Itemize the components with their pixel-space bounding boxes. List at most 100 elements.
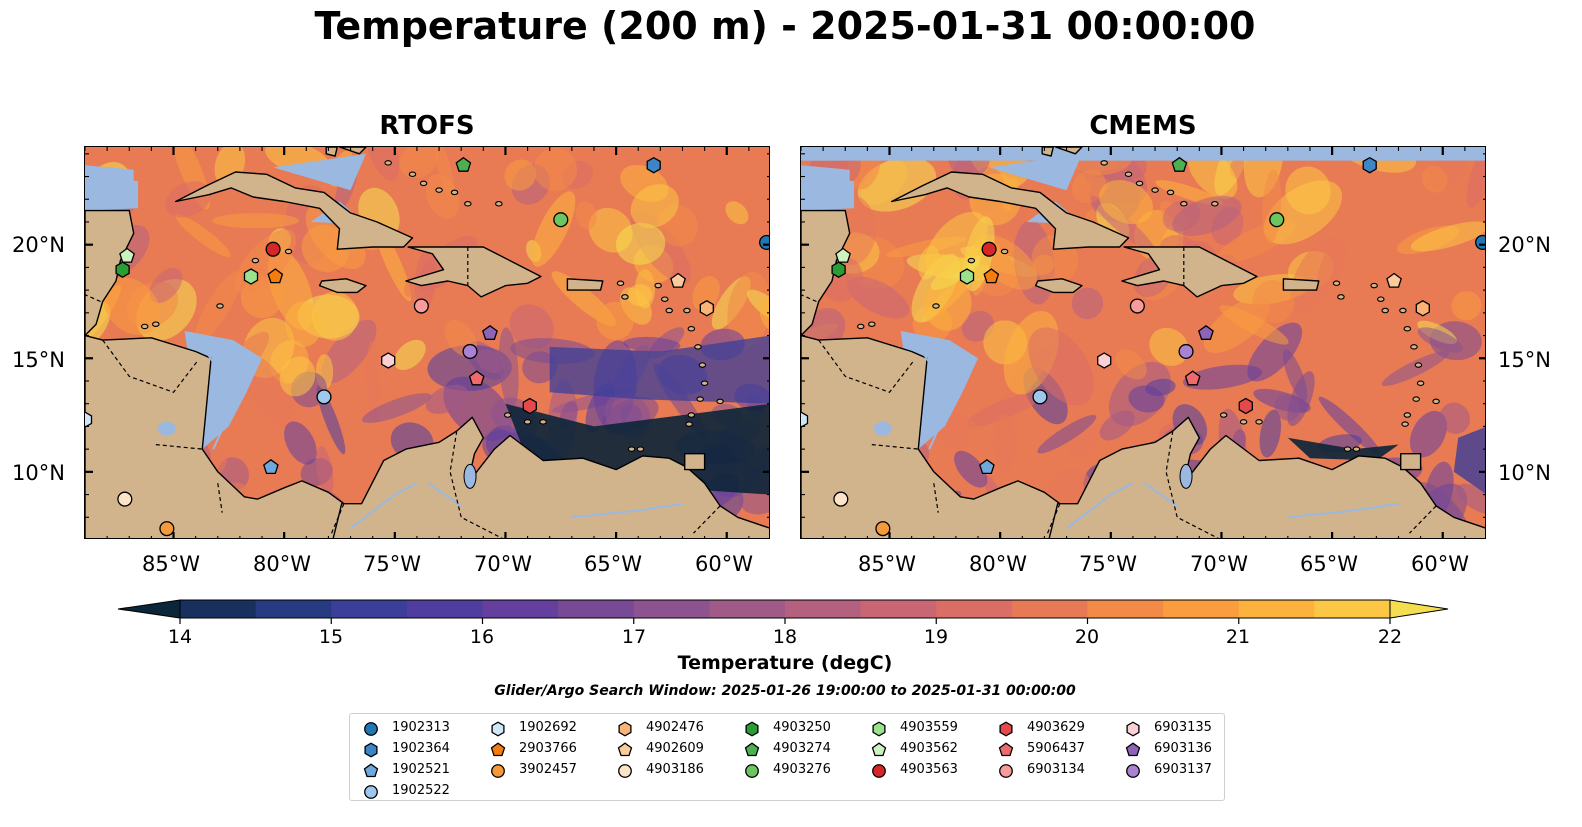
island	[1412, 396, 1420, 402]
country-border	[102, 339, 199, 394]
island	[539, 419, 547, 425]
shallow-shelf	[989, 153, 1082, 191]
island	[683, 307, 691, 314]
colorbar-segment	[180, 600, 257, 618]
island	[1377, 296, 1385, 302]
river	[194, 334, 230, 450]
colorbar-tick-label: 20	[1074, 626, 1100, 648]
legend-marker-circle-icon	[364, 722, 378, 736]
country-border	[85, 294, 101, 303]
river	[1065, 482, 1134, 530]
float-marker-4903186	[833, 491, 849, 507]
colorbar-segment	[1163, 600, 1240, 618]
legend-label: 1902522	[392, 783, 450, 798]
float-marker-3902457	[159, 521, 175, 537]
island	[1414, 362, 1423, 368]
island	[464, 201, 472, 207]
legend-marker-circle-icon	[1126, 764, 1140, 778]
colorbar-label: Temperature (degC)	[677, 652, 893, 674]
legend-marker-pentagon-icon	[998, 742, 1014, 757]
float-marker-5906437	[1184, 370, 1201, 386]
island	[698, 362, 707, 368]
float-marker-6903135	[381, 352, 396, 369]
landmass-cuba	[175, 171, 414, 250]
island	[1219, 412, 1228, 418]
map-canvas-cmems	[801, 147, 1485, 538]
island	[503, 412, 512, 418]
river	[349, 482, 418, 530]
lon-tick-label: 60°W	[695, 552, 753, 576]
country-border	[801, 294, 817, 303]
island	[408, 171, 417, 178]
legend-label: 4903276	[773, 762, 831, 777]
landmass-jamaica	[318, 278, 367, 294]
island	[694, 344, 702, 350]
island	[1403, 412, 1412, 418]
island	[419, 180, 428, 187]
legend-marker-pentagon-icon	[363, 763, 379, 778]
float-marker-4903274	[455, 156, 472, 172]
landmass-bahamas1	[325, 147, 338, 157]
float-marker-1902521	[979, 458, 995, 475]
island	[967, 257, 976, 264]
legend-marker-hexagon-icon	[618, 721, 632, 737]
lon-tick-label: 65°W	[1300, 552, 1358, 576]
shallow-shelf	[273, 153, 366, 191]
island	[1180, 201, 1188, 207]
float-marker-4903559	[243, 268, 259, 285]
island	[1100, 160, 1108, 166]
landmass-trinidad	[684, 453, 706, 471]
search-window-caption: Glider/Argo Search Window: 2025-01-26 19…	[494, 683, 1076, 699]
float-marker-6903136	[1198, 324, 1214, 340]
float-marker-4902476	[1415, 300, 1430, 317]
lat-tick-label: 20°N	[12, 233, 65, 257]
legend-label: 1902692	[519, 720, 577, 735]
island	[1410, 344, 1418, 350]
legend-label: 4903562	[900, 741, 958, 756]
landmass-puertorico	[1282, 278, 1320, 291]
river	[1287, 502, 1399, 519]
island	[1211, 201, 1219, 207]
map-canvas-rtofs	[85, 147, 769, 538]
island	[1166, 189, 1175, 196]
island	[856, 323, 865, 330]
island	[654, 282, 662, 289]
island	[523, 419, 532, 425]
island	[1239, 419, 1248, 425]
country-border	[1046, 503, 1061, 536]
landmass-puertorico	[566, 278, 604, 291]
float-marker-4902609	[1386, 272, 1402, 288]
colorbar-segment	[709, 600, 786, 618]
island	[696, 396, 704, 402]
legend-label: 1902313	[392, 720, 450, 735]
country-border	[933, 483, 939, 513]
landmass-cuba	[891, 171, 1130, 250]
float-marker-2903766	[983, 268, 1000, 284]
landmass-bahamas2	[338, 147, 367, 155]
float-marker-4903563	[265, 241, 281, 257]
legend-marker-hexagon-icon	[745, 721, 759, 737]
lon-tick-label: 70°W	[1190, 552, 1248, 576]
float-marker-4903274	[1171, 156, 1188, 172]
island	[1352, 446, 1361, 452]
legend-label: 6903136	[1154, 741, 1212, 756]
colorbar-segment	[785, 600, 862, 618]
float-marker-4902476	[699, 300, 714, 317]
panel-title-cmems: CMEMS	[1089, 111, 1197, 141]
legend-marker-circle-icon	[364, 785, 378, 799]
map-panel-rtofs	[84, 146, 770, 539]
island	[1000, 248, 1009, 255]
island	[450, 189, 459, 196]
legend-marker-hexagon-icon	[999, 721, 1013, 737]
legend-marker-pentagon-icon	[1125, 742, 1141, 757]
island	[1332, 280, 1341, 287]
lake-nicaragua	[873, 421, 892, 436]
legend-label: 6903134	[1027, 762, 1085, 777]
legend-label: 4903274	[773, 741, 831, 756]
float-marker-6903136	[482, 324, 498, 340]
float-marker-2903766	[267, 268, 284, 284]
landmass-bahamas2	[1054, 147, 1083, 155]
panel-title-rtofs: RTOFS	[379, 111, 475, 141]
float-marker-1902313	[1475, 234, 1485, 250]
country-border	[693, 505, 721, 534]
